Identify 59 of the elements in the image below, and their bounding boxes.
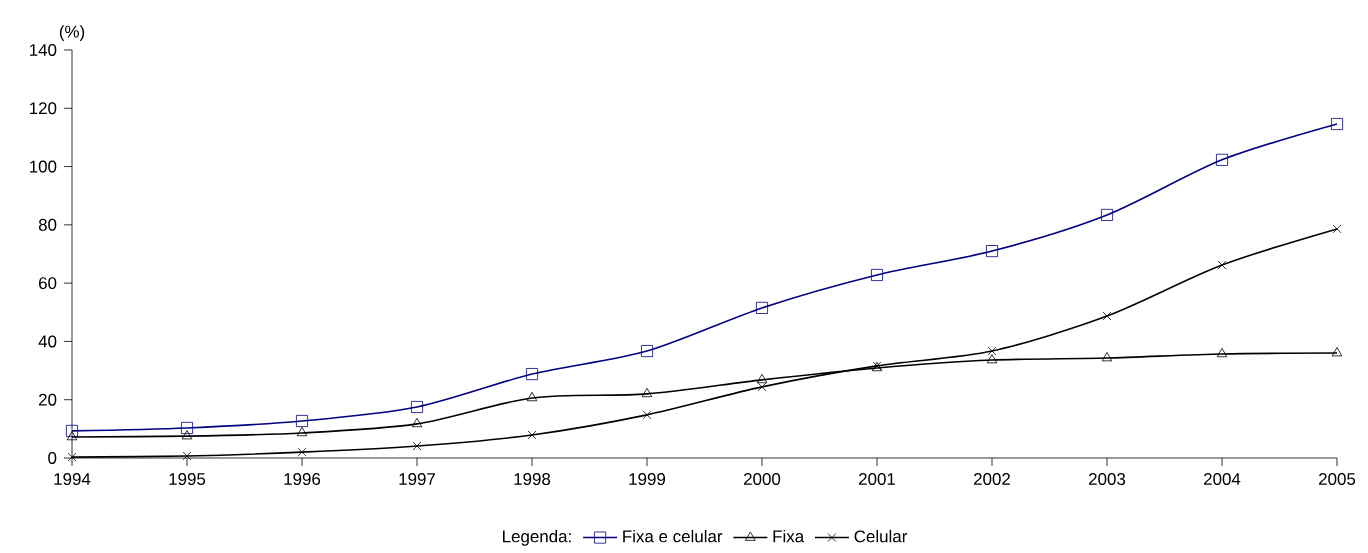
point: [411, 400, 424, 413]
point: [527, 430, 537, 440]
point: [641, 344, 654, 357]
point: [757, 382, 767, 392]
point: [526, 367, 539, 380]
y-tick-label: 20: [38, 393, 57, 406]
point: [1331, 117, 1344, 130]
x-tick-label: 1999: [629, 472, 666, 485]
x-tick-label: 1994: [54, 472, 91, 485]
point: [412, 441, 422, 451]
point: [1101, 351, 1113, 362]
point: [987, 346, 997, 356]
point: [296, 426, 308, 437]
legend-label: Fixa: [773, 529, 805, 543]
y-tick-label: 120: [30, 102, 57, 115]
point: [181, 421, 193, 434]
point: [296, 414, 308, 427]
point: [1216, 153, 1229, 166]
point: [756, 301, 769, 314]
point: [1101, 208, 1114, 221]
legend-label: Fixa e celular: [623, 529, 723, 543]
x-tick-label: 1995: [169, 472, 206, 485]
y-axis-title: (%): [59, 25, 85, 41]
point: [1216, 347, 1228, 358]
point: [1331, 347, 1343, 357]
point: [67, 452, 77, 462]
x-tick-label: 2005: [1319, 472, 1356, 485]
y-tick-label: 0: [48, 451, 57, 464]
point: [641, 387, 653, 397]
point: [1217, 260, 1227, 270]
point: [182, 451, 192, 461]
y-tick-label: 100: [30, 160, 57, 173]
point: [66, 430, 78, 441]
legend-title: Legenda:: [503, 529, 571, 546]
x-tick-label: 1997: [399, 472, 435, 485]
point: [526, 391, 538, 402]
point: [642, 410, 652, 420]
legend-label: Celular: [854, 529, 908, 543]
x-tick-label: 2000: [744, 472, 781, 485]
point: [1332, 224, 1342, 234]
point: [181, 430, 193, 440]
y-tick-label: 80: [38, 218, 57, 231]
y-tick-label: 140: [30, 43, 57, 56]
point: [1102, 311, 1112, 321]
y-tick-label: 40: [38, 335, 57, 348]
x-tick-label: 1998: [514, 472, 551, 485]
x-tick-label: 2002: [974, 472, 1010, 485]
point: [66, 424, 79, 437]
point: [297, 447, 307, 457]
point: [756, 373, 768, 384]
x-tick-label: 2003: [1089, 472, 1126, 485]
y-tick-label: 60: [39, 277, 57, 290]
point: [871, 268, 884, 281]
point: [986, 354, 998, 364]
point: [986, 245, 999, 257]
x-tick-label: 2004: [1204, 472, 1241, 485]
x-tick-label: 1996: [284, 472, 321, 485]
x-tick-label: 2001: [859, 472, 896, 485]
point: [411, 417, 423, 428]
